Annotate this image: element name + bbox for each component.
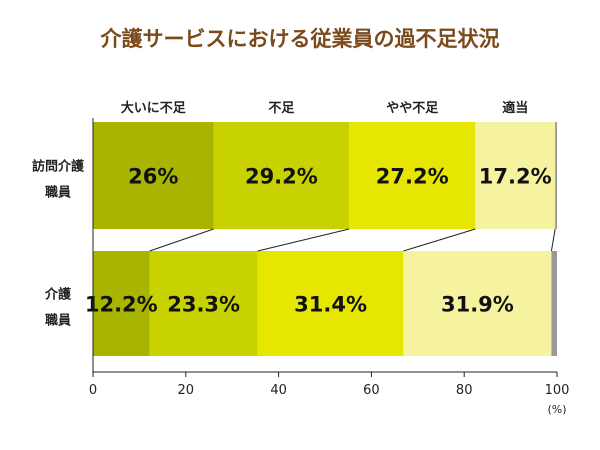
bar-segment-2-3 <box>257 251 404 356</box>
bar-segment-1-4 <box>475 122 556 229</box>
bar-segment-1-2 <box>213 122 350 229</box>
x-tick-label-3: 40 <box>270 383 287 398</box>
bar-remainder-2 <box>551 251 557 356</box>
bar-segment-2-1 <box>93 251 150 356</box>
row-label-2-line-1: 介護 <box>44 287 72 303</box>
legend-label-3: やや不足 <box>386 101 439 116</box>
value-label-1-2: 29.2% <box>245 165 318 189</box>
value-label-2-3: 31.4% <box>294 293 367 317</box>
value-label-2-4: 31.9% <box>441 293 514 317</box>
connector-line-1 <box>149 228 214 252</box>
legend-label-1: 大いに不足 <box>121 100 187 116</box>
x-tick-label-4: 60 <box>363 383 380 398</box>
row-label-1-line-2: 職員 <box>45 185 71 201</box>
bar-segment-2-2 <box>149 251 258 356</box>
value-label-1-4: 17.2% <box>479 165 552 189</box>
connector-line-4 <box>550 228 556 252</box>
connector-line-2 <box>257 228 350 252</box>
x-axis-unit: (%) <box>547 403 566 416</box>
x-tick-label-5: 80 <box>456 383 473 398</box>
row-label-2-line-2: 職員 <box>45 313 71 329</box>
x-tick-label-1: 0 <box>89 383 97 398</box>
legend-label-4: 適当 <box>502 100 528 116</box>
bar-remainder-1 <box>555 122 557 229</box>
chart-title: 介護サービスにおける従業員の過不足状況 <box>100 27 500 51</box>
bar-segment-1-3 <box>349 122 476 229</box>
connector-line-3 <box>403 228 476 252</box>
bar-segment-2-4 <box>403 251 552 356</box>
row-label-1-line-1: 訪問介護 <box>32 159 85 175</box>
legend-label-2: 不足 <box>268 101 295 116</box>
x-tick-label-6: 100 <box>545 383 570 398</box>
value-label-2-1: 12.2% <box>85 293 158 317</box>
value-label-2-2: 23.3% <box>167 293 240 317</box>
value-label-1-1: 26% <box>128 165 178 189</box>
x-tick-label-2: 20 <box>178 383 195 398</box>
bar-segment-1-1 <box>93 122 214 229</box>
value-label-1-3: 27.2% <box>376 165 449 189</box>
